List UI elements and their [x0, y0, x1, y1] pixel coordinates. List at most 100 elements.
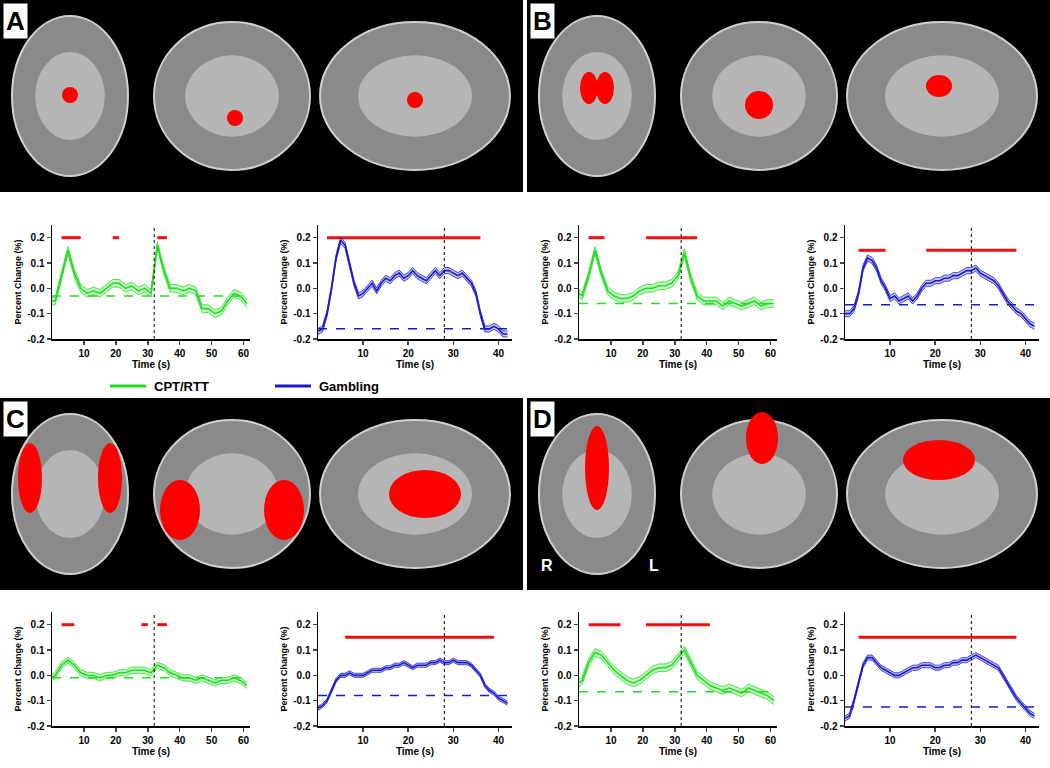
- svg-text:A: A: [6, 6, 25, 36]
- svg-text:40: 40: [701, 348, 713, 359]
- svg-text:20: 20: [110, 348, 122, 359]
- svg-text:40: 40: [1020, 348, 1032, 359]
- svg-text:-0.1: -0.1: [27, 695, 45, 706]
- svg-text:B: B: [533, 6, 552, 36]
- svg-text:30: 30: [142, 348, 154, 359]
- svg-text:Time (s): Time (s): [923, 746, 961, 757]
- svg-text:C: C: [6, 404, 25, 434]
- svg-text:0.0: 0.0: [297, 670, 311, 681]
- svg-text:20: 20: [403, 735, 415, 746]
- svg-text:R: R: [541, 557, 553, 574]
- svg-text:20: 20: [403, 348, 415, 359]
- svg-text:40: 40: [493, 735, 505, 746]
- svg-text:0.1: 0.1: [824, 258, 838, 269]
- svg-text:0.2: 0.2: [31, 619, 45, 630]
- svg-text:40: 40: [1020, 735, 1032, 746]
- svg-text:Time (s): Time (s): [659, 359, 697, 370]
- svg-text:Time (s): Time (s): [132, 359, 170, 370]
- svg-text:Time (s): Time (s): [132, 746, 170, 757]
- svg-text:20: 20: [637, 348, 649, 359]
- svg-text:50: 50: [206, 735, 218, 746]
- svg-text:0.1: 0.1: [558, 645, 572, 656]
- svg-text:10: 10: [78, 735, 90, 746]
- svg-text:0.1: 0.1: [31, 258, 45, 269]
- svg-text:Percent Change (%): Percent Change (%): [13, 626, 23, 711]
- svg-text:0.2: 0.2: [31, 232, 45, 243]
- svg-text:Percent Change (%): Percent Change (%): [13, 239, 23, 324]
- svg-text:20: 20: [930, 348, 942, 359]
- svg-text:0.1: 0.1: [31, 645, 45, 656]
- svg-text:40: 40: [701, 735, 713, 746]
- svg-text:0.2: 0.2: [824, 619, 838, 630]
- svg-text:-0.2: -0.2: [820, 721, 838, 732]
- svg-text:0.0: 0.0: [824, 283, 838, 294]
- svg-text:-0.1: -0.1: [293, 695, 311, 706]
- svg-text:0.1: 0.1: [824, 645, 838, 656]
- svg-text:Time (s): Time (s): [923, 359, 961, 370]
- svg-text:0.0: 0.0: [31, 283, 45, 294]
- svg-text:10: 10: [605, 735, 617, 746]
- svg-text:Time (s): Time (s): [396, 359, 434, 370]
- svg-text:60: 60: [238, 348, 250, 359]
- svg-text:30: 30: [975, 735, 987, 746]
- svg-text:30: 30: [975, 348, 987, 359]
- svg-text:Percent Change (%): Percent Change (%): [806, 239, 816, 324]
- svg-text:30: 30: [142, 735, 154, 746]
- svg-text:Percent Change (%): Percent Change (%): [279, 626, 289, 711]
- svg-text:Percent Change (%): Percent Change (%): [806, 626, 816, 711]
- svg-text:60: 60: [765, 735, 777, 746]
- svg-text:0.0: 0.0: [297, 283, 311, 294]
- svg-text:0.0: 0.0: [558, 670, 572, 681]
- svg-text:CPT/RTT: CPT/RTT: [154, 379, 209, 394]
- svg-text:20: 20: [930, 735, 942, 746]
- svg-text:0.0: 0.0: [824, 670, 838, 681]
- svg-text:-0.1: -0.1: [554, 695, 572, 706]
- svg-text:50: 50: [206, 348, 218, 359]
- svg-text:20: 20: [110, 735, 122, 746]
- svg-text:Gambling: Gambling: [319, 379, 379, 394]
- svg-text:30: 30: [669, 735, 681, 746]
- svg-text:10: 10: [605, 348, 617, 359]
- svg-text:40: 40: [174, 348, 186, 359]
- svg-text:10: 10: [358, 735, 370, 746]
- svg-text:0.1: 0.1: [297, 258, 311, 269]
- svg-text:-0.2: -0.2: [27, 334, 45, 345]
- svg-text:60: 60: [238, 735, 250, 746]
- svg-text:-0.1: -0.1: [293, 308, 311, 319]
- svg-text:Time (s): Time (s): [659, 746, 697, 757]
- svg-text:-0.1: -0.1: [27, 308, 45, 319]
- svg-text:-0.2: -0.2: [554, 334, 572, 345]
- svg-text:0.0: 0.0: [31, 670, 45, 681]
- svg-text:-0.2: -0.2: [27, 721, 45, 732]
- svg-text:-0.2: -0.2: [554, 721, 572, 732]
- svg-text:0.2: 0.2: [824, 232, 838, 243]
- svg-text:20: 20: [637, 735, 649, 746]
- svg-text:D: D: [533, 404, 552, 434]
- svg-text:10: 10: [885, 348, 897, 359]
- svg-text:30: 30: [448, 735, 460, 746]
- svg-text:-0.1: -0.1: [820, 308, 838, 319]
- svg-text:Time (s): Time (s): [396, 746, 434, 757]
- svg-text:-0.2: -0.2: [293, 721, 311, 732]
- svg-text:60: 60: [765, 348, 777, 359]
- svg-text:Percent Change (%): Percent Change (%): [540, 239, 550, 324]
- svg-text:L: L: [649, 557, 659, 574]
- svg-text:-0.2: -0.2: [820, 334, 838, 345]
- svg-text:50: 50: [733, 735, 745, 746]
- svg-text:-0.2: -0.2: [293, 334, 311, 345]
- svg-text:0.1: 0.1: [297, 645, 311, 656]
- svg-text:0.0: 0.0: [558, 283, 572, 294]
- svg-text:0.2: 0.2: [558, 232, 572, 243]
- svg-text:0.2: 0.2: [297, 232, 311, 243]
- svg-text:10: 10: [885, 735, 897, 746]
- svg-text:40: 40: [174, 735, 186, 746]
- svg-text:Percent Change (%): Percent Change (%): [540, 626, 550, 711]
- svg-text:50: 50: [733, 348, 745, 359]
- svg-text:0.2: 0.2: [297, 619, 311, 630]
- svg-text:0.1: 0.1: [558, 258, 572, 269]
- svg-text:30: 30: [669, 348, 681, 359]
- svg-text:0.2: 0.2: [558, 619, 572, 630]
- svg-text:-0.1: -0.1: [554, 308, 572, 319]
- svg-text:Percent Change (%): Percent Change (%): [279, 239, 289, 324]
- svg-text:-0.1: -0.1: [820, 695, 838, 706]
